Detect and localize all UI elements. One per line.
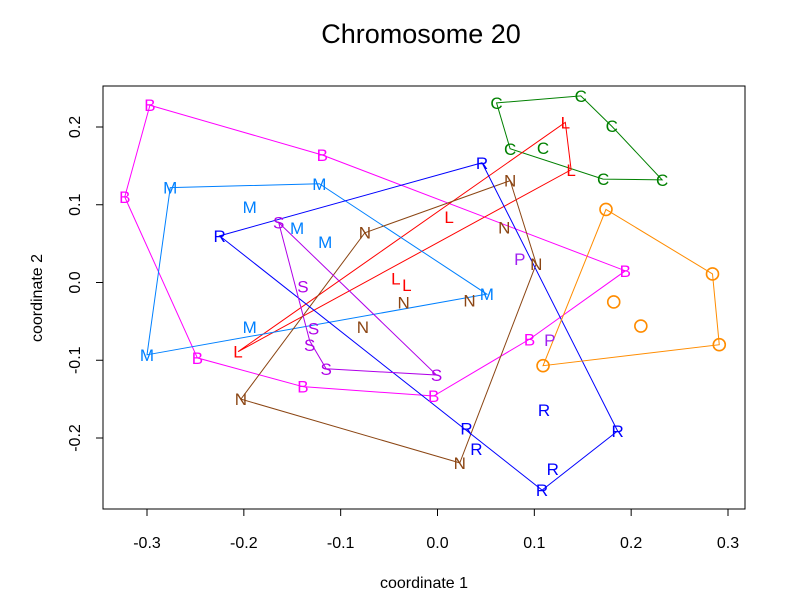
point-B: B <box>428 387 439 406</box>
point-S: S <box>297 277 308 296</box>
point-R: R <box>476 154 488 173</box>
point-S: S <box>320 360 331 379</box>
hull-B <box>124 104 627 397</box>
x-tick-label: -0.3 <box>133 535 161 552</box>
point-O <box>705 267 720 281</box>
plot-frame <box>102 85 746 510</box>
point-M: M <box>312 175 326 194</box>
hull-M <box>146 183 489 356</box>
point-O <box>606 295 621 309</box>
point-N: N <box>397 294 409 313</box>
point-R: R <box>547 460 559 479</box>
x-tick-label: 0.1 <box>523 535 545 552</box>
point-C: C <box>575 87 587 106</box>
point-R: R <box>611 422 623 441</box>
x-tick-label: 0.3 <box>717 535 739 552</box>
point-O <box>712 337 727 352</box>
x-tick-label: 0.2 <box>620 535 642 552</box>
point-N: N <box>359 224 371 243</box>
point-O <box>536 358 550 373</box>
point-M: M <box>243 198 257 217</box>
y-tick-label: -0.2 <box>67 424 84 452</box>
point-M: M <box>480 285 494 304</box>
point-L: L <box>402 276 411 295</box>
point-O <box>634 319 648 333</box>
point-L: L <box>444 208 453 227</box>
y-tick-label: 0.2 <box>67 116 84 138</box>
point-N: N <box>504 172 516 191</box>
point-B: B <box>119 188 130 207</box>
point-N: N <box>235 390 247 409</box>
point-L: L <box>566 161 575 180</box>
point-N: N <box>498 218 510 237</box>
point-M: M <box>290 219 304 238</box>
point-C: C <box>606 117 618 136</box>
y-tick-label: 0.0 <box>67 271 84 293</box>
point-B: B <box>297 378 308 397</box>
point-R: R <box>460 420 472 439</box>
point-P: P <box>514 250 525 269</box>
point-B: B <box>144 96 155 115</box>
point-C: C <box>504 140 516 159</box>
point-C: C <box>490 94 502 113</box>
point-M: M <box>318 233 332 252</box>
hull-S <box>277 221 438 376</box>
point-N: N <box>463 291 475 310</box>
point-M: M <box>163 179 177 198</box>
point-R: R <box>470 440 482 459</box>
point-L: L <box>233 343 242 362</box>
point-M: M <box>140 346 154 365</box>
point-C: C <box>656 171 668 190</box>
point-C: C <box>597 170 609 189</box>
x-tick-label: -0.2 <box>230 535 258 552</box>
hull-N <box>240 180 537 464</box>
x-tick-label: 0.0 <box>426 535 448 552</box>
y-tick-label: 0.1 <box>67 194 84 216</box>
point-O <box>599 202 613 217</box>
chart-title: Chromosome 20 <box>321 19 521 49</box>
point-B: B <box>620 262 631 281</box>
x-tick-label: -0.1 <box>327 535 355 552</box>
hull-L <box>237 121 572 353</box>
point-M: M <box>243 318 257 337</box>
point-N: N <box>530 255 542 274</box>
point-S: S <box>308 319 319 338</box>
point-B: B <box>192 349 203 368</box>
point-R: R <box>538 401 550 420</box>
hull-R <box>218 162 619 491</box>
point-L: L <box>561 113 570 132</box>
hull-C <box>495 95 664 181</box>
point-N: N <box>454 454 466 473</box>
hull-O <box>542 208 720 367</box>
point-S: S <box>431 366 442 385</box>
point-N: N <box>357 318 369 337</box>
point-R: R <box>213 227 225 246</box>
point-S: S <box>304 336 315 355</box>
point-S: S <box>273 214 284 233</box>
y-tick-label: -0.1 <box>67 346 84 374</box>
point-B: B <box>317 146 328 165</box>
point-B: B <box>524 330 535 349</box>
point-R: R <box>536 481 548 500</box>
x-axis-label: coordinate 1 <box>380 575 468 592</box>
y-axis-label: coordinate 2 <box>29 254 46 342</box>
point-P: P <box>544 331 555 350</box>
point-L: L <box>391 270 400 289</box>
point-C: C <box>537 139 549 158</box>
